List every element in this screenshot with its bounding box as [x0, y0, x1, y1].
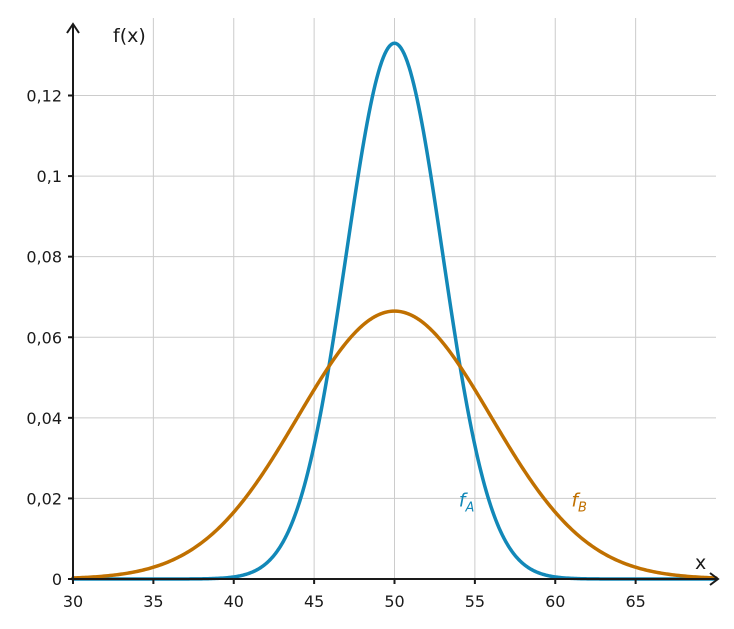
x-tick-label: 45	[304, 592, 324, 611]
y-tick-label: 0	[52, 570, 62, 589]
x-axis-ticks: 30 35 40 45 50 55 60 65	[63, 579, 646, 611]
x-tick-label: 65	[625, 592, 645, 611]
series-line-f-b	[71, 309, 718, 580]
grid	[73, 18, 716, 579]
y-axis-ticks: 0 0,02 0,04 0,06 0,08 0,1 0,12	[26, 87, 73, 589]
y-tick-label: 0,02	[26, 489, 62, 508]
x-tick-label: 30	[63, 592, 83, 611]
y-axis-title: f(x)	[113, 25, 146, 47]
y-tick-label: 0,06	[26, 328, 62, 347]
series-label-f-a: fA	[459, 489, 475, 515]
axes	[66, 22, 720, 586]
y-tick-label: 0,12	[26, 87, 62, 106]
y-tick-label: 0,04	[26, 409, 62, 428]
y-axis-arrow	[66, 22, 80, 34]
x-axis-arrow	[709, 572, 720, 586]
x-tick-label: 55	[465, 592, 485, 611]
x-axis-title: x	[695, 552, 706, 574]
y-tick-label: 0,08	[26, 248, 62, 267]
x-tick-label: 40	[224, 592, 244, 611]
x-tick-label: 60	[545, 592, 565, 611]
x-tick-label: 35	[143, 592, 163, 611]
x-tick-label: 50	[384, 592, 404, 611]
series-labels: fA fB	[459, 489, 587, 515]
y-tick-label: 0,1	[37, 167, 62, 186]
series-label-f-b: fB	[571, 489, 587, 515]
